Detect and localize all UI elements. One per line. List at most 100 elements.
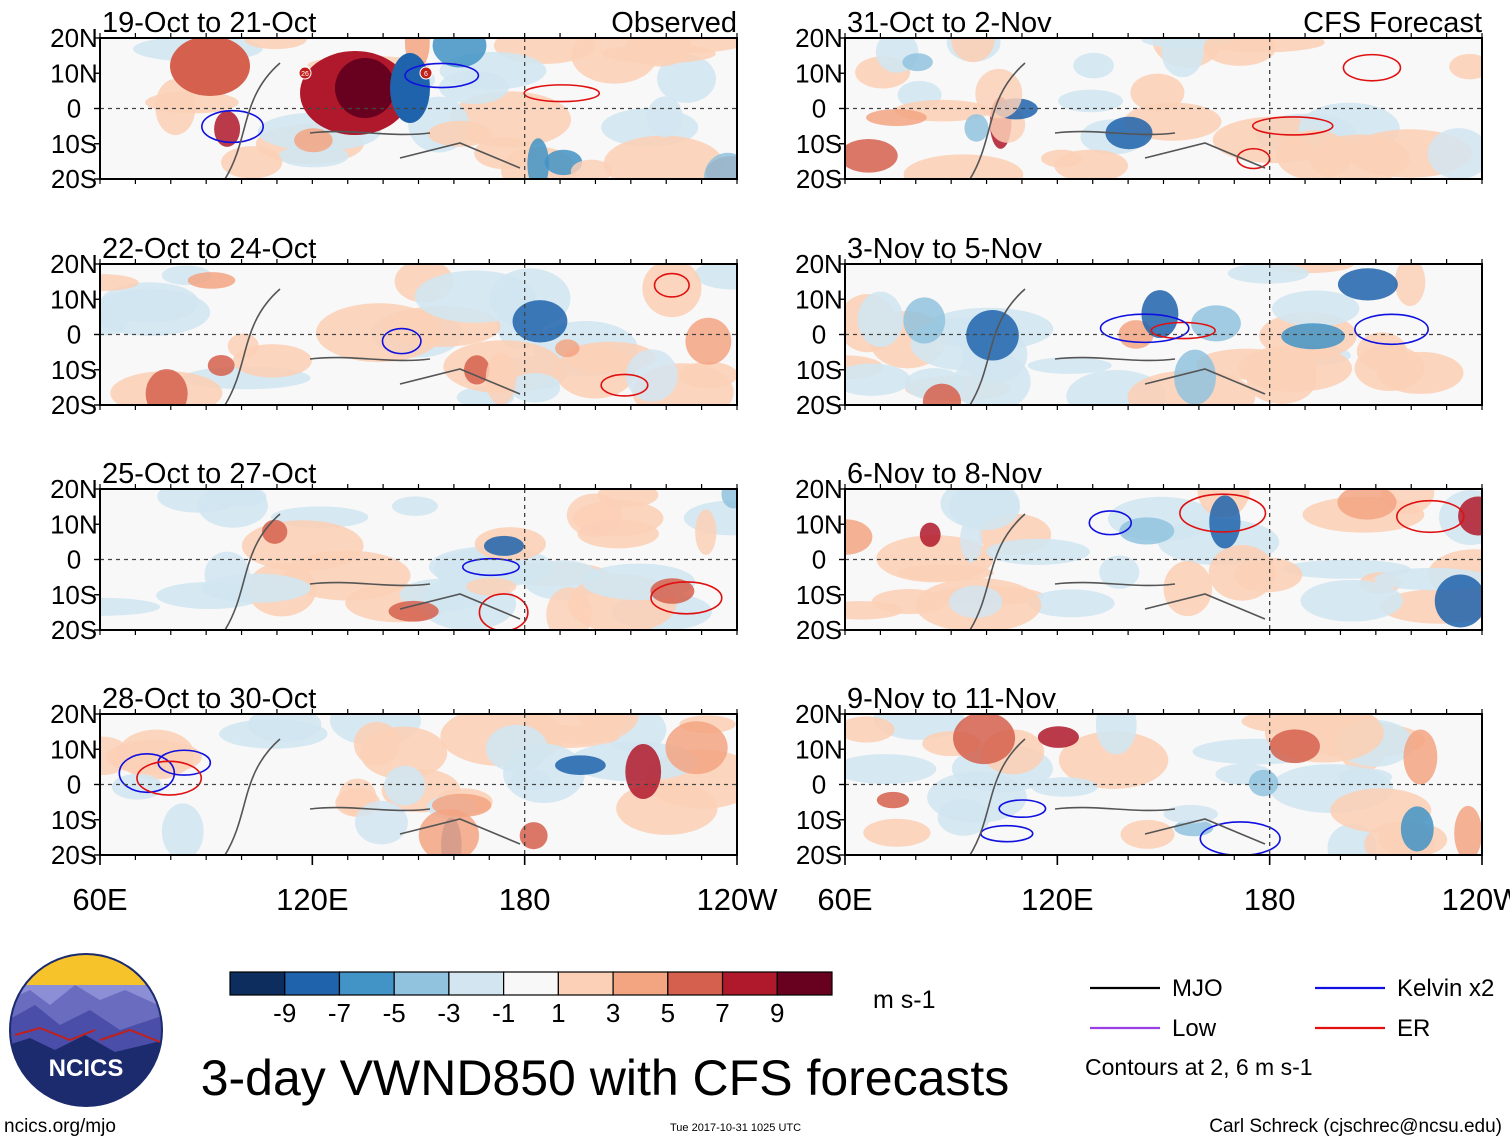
x-tick-label: 120W: [697, 882, 779, 917]
er-contour: [600, 373, 649, 397]
er-contour: [650, 581, 723, 615]
contour-label: 26: [301, 71, 309, 78]
x-tick-label: 180: [1244, 882, 1296, 917]
y-tick-label: 0: [67, 545, 81, 575]
anomaly-field: [845, 264, 1464, 405]
kelvin-contour: [1354, 313, 1429, 346]
y-tick-label: 20N: [50, 699, 98, 729]
y-tick-label: 10N: [795, 284, 843, 314]
ncics-logo: NCICS: [9, 953, 163, 1107]
anomaly-field: [100, 264, 737, 405]
colorbar-tick-label: -7: [328, 998, 351, 1028]
credit: Carl Schreck (cjschrec@ncsu.edu): [1209, 1116, 1502, 1137]
panel-date-label: 3-Nov to 5-Nov: [847, 233, 1043, 265]
kelvin-contour: [461, 557, 520, 577]
er-contour: [653, 272, 690, 298]
legend-note: Contours at 2, 6 m s-1: [1085, 1054, 1313, 1080]
contour-label: 6: [424, 71, 428, 78]
x-tick-label: 180: [499, 882, 551, 917]
map-panel-left-1: 20N 10N 0 10S 20S 19-Oct to 21-Oct Observed 26 6: [50, 7, 738, 194]
anomaly-field: [845, 38, 1482, 179]
x-tick-label: 60E: [72, 882, 127, 917]
y-tick-label: 20N: [50, 23, 98, 53]
y-tick-label: 10N: [50, 58, 98, 88]
y-tick-label: 10S: [796, 129, 842, 159]
kelvin-contour: [1199, 821, 1281, 855]
colorbar-tick-label: 7: [715, 998, 729, 1028]
legend: MJO Kelvin x2 Low ER: [1090, 975, 1494, 1042]
colorbar-segment: [229, 971, 286, 996]
x-tick-label: 120W: [1442, 882, 1510, 917]
x-tick-label: 120E: [276, 882, 348, 917]
legend-label: ER: [1397, 1015, 1430, 1042]
er-contour: [1396, 499, 1465, 534]
kelvin-contour: [1088, 510, 1133, 536]
colorbar-segment: [612, 971, 669, 996]
site-url[interactable]: ncics.org/mjo: [4, 1116, 116, 1137]
timestamp: Tue 2017-10-31 1025 UTC: [670, 1122, 802, 1134]
x-tick-label: 120E: [1021, 882, 1093, 917]
y-tick-label: 0: [67, 770, 81, 800]
er-contour: [136, 760, 203, 796]
colorbar-segment: [557, 971, 614, 996]
er-contour: [523, 84, 601, 103]
panel-date-label: 28-Oct to 30-Oct: [102, 683, 316, 715]
coastline: [969, 62, 1266, 179]
y-tick-label: 0: [812, 770, 826, 800]
colorbar-segment: [721, 971, 778, 996]
coastline: [224, 288, 521, 405]
colorbar-tick-label: 1: [551, 998, 565, 1028]
kelvin-contour: [998, 799, 1047, 819]
anomaly-field: [100, 489, 737, 630]
y-tick-label: 20S: [796, 615, 842, 645]
coastline: [969, 288, 1266, 405]
y-tick-label: 0: [67, 94, 81, 124]
map-panel-left-2: 20N 10N 0 10S 20S 22-Oct to 24-Oct: [50, 233, 738, 420]
y-tick-label: 10S: [796, 355, 842, 385]
x-tick-label: 60E: [817, 882, 872, 917]
colorbar-segment: [393, 971, 450, 996]
kelvin-contour: [381, 327, 422, 355]
map-panel-right-3: 20N 10N 0 10S 20S 6-Nov to 8-Nov: [795, 458, 1483, 645]
panel-group: 20N 10N 0 10S 20S 19-Oct to 21-Oct Observed 26 6…: [50, 7, 1483, 870]
panel-date-label: 6-Nov to 8-Nov: [847, 458, 1043, 490]
y-tick-label: 20N: [50, 474, 98, 504]
y-tick-label: 10S: [51, 129, 97, 159]
y-tick-label: 10S: [51, 580, 97, 610]
coastline: [224, 738, 521, 855]
colorbar-tick-label: 3: [606, 998, 620, 1028]
y-tick-label: 10N: [50, 734, 98, 764]
main-title: 3-day VWND850 with CFS forecasts: [201, 1050, 1010, 1106]
colorbar-tick-label: -1: [492, 998, 515, 1028]
y-tick-label: 10N: [795, 509, 843, 539]
colorbar-segment: [503, 971, 559, 996]
logo-text: NCICS: [49, 1055, 124, 1082]
y-tick-label: 10N: [50, 509, 98, 539]
x-axis-group: 60E 120E 180 120W 60E 120E 180 120W: [72, 855, 1510, 917]
legend-label: Kelvin x2: [1397, 975, 1494, 1002]
y-tick-label: 20S: [51, 390, 97, 420]
er-contour: [478, 593, 529, 630]
colorbar-tick-label: 9: [770, 998, 784, 1028]
y-tick-label: 20S: [796, 164, 842, 194]
map-panel-right-4: 20N 10N 0 10S 20S 9-Nov to 11-Nov: [795, 683, 1483, 870]
y-tick-label: 20S: [51, 164, 97, 194]
map-panel-right-2: 20N 10N 0 10S 20S 3-Nov to 5-Nov: [795, 233, 1483, 420]
y-tick-label: 10S: [51, 355, 97, 385]
y-tick-label: 10S: [51, 805, 97, 835]
er-contour: [1251, 116, 1334, 136]
colorbar-segment: [284, 971, 341, 996]
legend-label: MJO: [1172, 975, 1223, 1002]
y-tick-label: 20N: [795, 699, 843, 729]
er-contour: [1342, 53, 1402, 82]
kelvin-contour: [201, 109, 264, 144]
y-tick-label: 10N: [795, 58, 843, 88]
y-tick-label: 0: [812, 545, 826, 575]
y-tick-label: 20S: [796, 840, 842, 870]
anomaly-field: [133, 38, 737, 179]
kelvin-contour: [118, 753, 176, 794]
y-tick-label: 10S: [796, 805, 842, 835]
colorbar-unit: m s-1: [873, 986, 936, 1014]
column-header-right: CFS Forecast: [1303, 7, 1482, 39]
